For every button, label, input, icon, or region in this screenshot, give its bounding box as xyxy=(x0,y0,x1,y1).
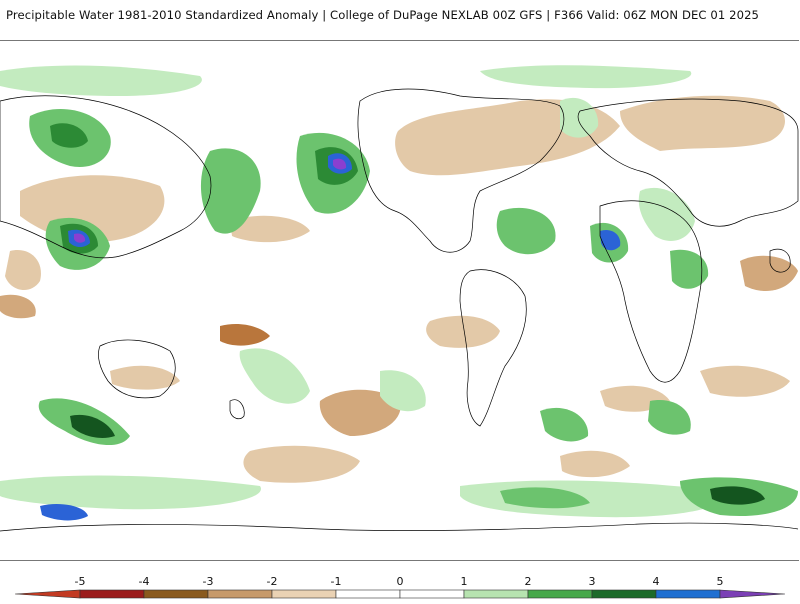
pos-anomaly-area xyxy=(239,348,310,404)
colorbar-tick-label: -1 xyxy=(330,575,342,588)
pos-anomaly-area xyxy=(0,475,261,510)
pos-anomaly-area xyxy=(540,407,589,442)
colorbar-tick-label: 3 xyxy=(588,575,596,588)
map-header: Precipitable Water 1981-2010 Standardize… xyxy=(0,0,800,32)
pos-anomaly-area xyxy=(710,486,765,505)
colorbar-segment xyxy=(335,589,401,599)
neg-anomaly-area xyxy=(740,255,798,291)
neg-anomaly-area xyxy=(220,324,270,346)
neg-anomaly-area xyxy=(700,365,790,397)
pos-anomaly-area xyxy=(500,487,590,509)
coastline xyxy=(599,200,703,383)
colorbar-segments xyxy=(14,589,786,599)
pos-anomaly-area xyxy=(74,233,86,243)
coastline xyxy=(577,98,799,227)
colorbar-segment xyxy=(79,589,145,599)
pos-anomaly-area xyxy=(380,370,426,412)
pos-anomaly-area xyxy=(480,65,692,89)
colorbar-segment xyxy=(463,589,529,599)
pos-anomaly-area xyxy=(333,158,347,170)
positive-anomaly-areas xyxy=(0,65,798,521)
pos-anomaly-area xyxy=(600,229,621,251)
colorbar-segment xyxy=(207,589,273,599)
neg-anomaly-area xyxy=(319,389,401,436)
coastline xyxy=(98,339,176,399)
neg-anomaly-area xyxy=(620,95,785,151)
neg-anomaly-area xyxy=(5,250,41,291)
colorbar-tick-label: -3 xyxy=(202,575,214,588)
coastline xyxy=(459,269,527,427)
coastline xyxy=(357,88,565,253)
negative-anomaly-areas xyxy=(0,95,798,483)
pos-anomaly-area xyxy=(0,65,202,96)
anomaly-map xyxy=(0,41,799,560)
coastline xyxy=(229,399,245,420)
colorbar-tick-label: 4 xyxy=(652,575,660,588)
pos-anomaly-area xyxy=(648,400,691,435)
colorbar-segment xyxy=(591,589,657,599)
pos-anomaly-area xyxy=(496,207,556,255)
colorbar-tick-label: 5 xyxy=(716,575,724,588)
neg-anomaly-area xyxy=(243,445,360,483)
pos-anomaly-area xyxy=(200,148,261,234)
pos-anomaly-area xyxy=(670,249,709,289)
colorbar-tick-label: -4 xyxy=(138,575,150,588)
anomaly-colorbar xyxy=(0,570,800,600)
neg-anomaly-area xyxy=(426,315,500,348)
pos-anomaly-area xyxy=(40,504,88,521)
coastline xyxy=(0,522,799,532)
neg-anomaly-area xyxy=(0,294,36,319)
colorbar-segment xyxy=(399,589,465,599)
coastline xyxy=(769,248,791,273)
pos-anomaly-area xyxy=(50,123,88,148)
colorbar-tick-label: 1 xyxy=(460,575,468,588)
colorbar-segment xyxy=(14,589,81,599)
colorbar-tick-label: -2 xyxy=(266,575,278,588)
map-frame xyxy=(0,40,799,561)
colorbar-segment xyxy=(527,589,593,599)
neg-anomaly-area xyxy=(230,215,310,243)
pos-anomaly-area xyxy=(560,97,599,138)
colorbar-svg xyxy=(14,589,786,599)
map-title: Precipitable Water 1981-2010 Standardize… xyxy=(6,8,760,22)
pos-anomaly-area xyxy=(70,414,115,438)
pos-anomaly-area xyxy=(638,187,695,241)
coastline xyxy=(0,95,212,259)
colorbar-tick-label: 0 xyxy=(396,575,404,588)
colorbar-segment xyxy=(143,589,209,599)
coastlines xyxy=(0,88,799,532)
colorbar-tick-label: -5 xyxy=(74,575,86,588)
colorbar-segment xyxy=(719,589,786,599)
neg-anomaly-area xyxy=(560,450,630,478)
colorbar-segment xyxy=(271,589,337,599)
colorbar-segment xyxy=(655,589,721,599)
colorbar-tick-label: 2 xyxy=(524,575,532,588)
neg-anomaly-area xyxy=(110,365,180,390)
